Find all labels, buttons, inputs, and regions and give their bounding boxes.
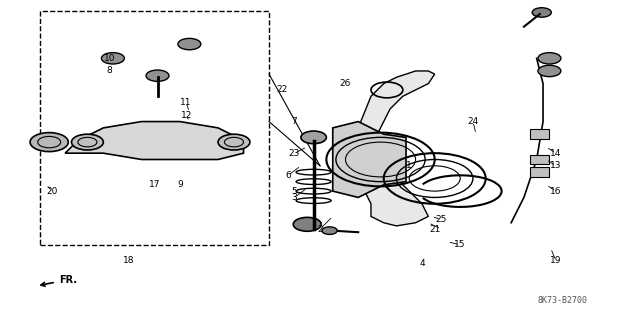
Circle shape (322, 227, 337, 234)
Text: 9: 9 (177, 180, 182, 189)
PathPatch shape (333, 122, 406, 197)
Text: 24: 24 (467, 117, 479, 126)
Text: 16: 16 (550, 187, 561, 196)
Text: 25: 25 (435, 215, 447, 224)
Circle shape (72, 134, 103, 150)
Circle shape (218, 134, 250, 150)
Text: 1: 1 (406, 161, 412, 170)
Circle shape (101, 53, 124, 64)
Text: 19: 19 (550, 256, 561, 265)
Text: 17: 17 (148, 180, 160, 189)
Text: 3: 3 (292, 193, 298, 202)
Text: 12: 12 (180, 111, 192, 120)
Circle shape (538, 53, 561, 64)
Circle shape (30, 133, 68, 152)
Text: 15: 15 (454, 241, 466, 249)
Text: 6: 6 (285, 171, 291, 180)
Bar (531, 130, 549, 139)
Text: 11: 11 (180, 98, 192, 107)
Text: 18: 18 (123, 256, 134, 265)
Text: 8: 8 (107, 66, 113, 76)
Text: 21: 21 (429, 225, 440, 234)
PathPatch shape (65, 122, 244, 160)
PathPatch shape (358, 71, 435, 134)
Text: 4: 4 (419, 259, 425, 268)
Text: 22: 22 (276, 85, 287, 94)
Text: 10: 10 (104, 54, 115, 63)
Text: 2: 2 (317, 225, 323, 234)
Bar (531, 167, 549, 177)
Circle shape (301, 131, 326, 144)
Circle shape (178, 38, 201, 50)
Text: 26: 26 (340, 79, 351, 88)
Text: 13: 13 (550, 161, 561, 170)
PathPatch shape (358, 166, 428, 226)
Text: FR.: FR. (41, 275, 77, 286)
Text: 20: 20 (47, 187, 58, 196)
Circle shape (146, 70, 169, 81)
Text: 8K73-B2700: 8K73-B2700 (538, 296, 588, 305)
Circle shape (293, 217, 321, 231)
Text: 23: 23 (289, 149, 300, 158)
Circle shape (538, 65, 561, 77)
Text: 7: 7 (292, 117, 298, 126)
Text: 5: 5 (292, 187, 298, 196)
Bar (531, 155, 549, 164)
Circle shape (532, 8, 551, 17)
Text: 14: 14 (550, 149, 561, 158)
